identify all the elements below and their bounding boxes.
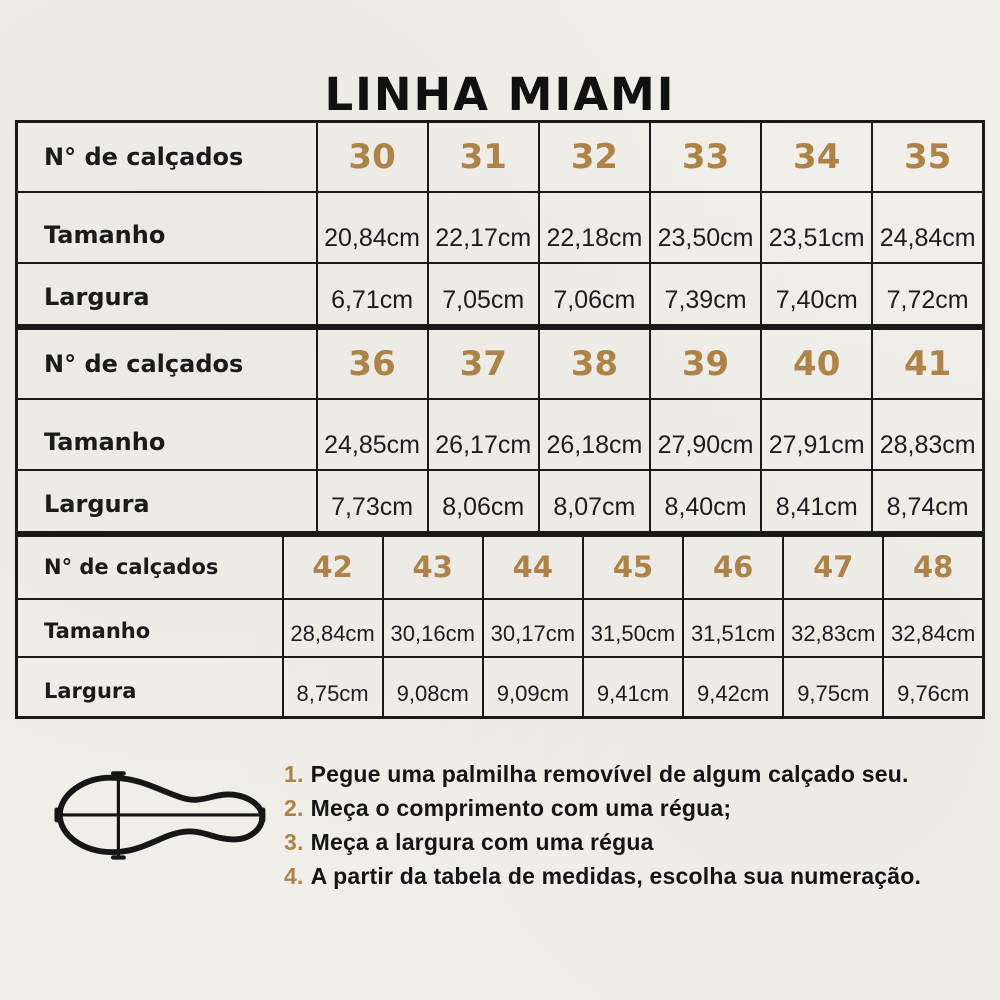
shoe-size-cell: 40: [760, 327, 874, 400]
shoe-size-cell: 34: [760, 120, 874, 193]
shoe-size-cell: 44: [481, 534, 584, 600]
largura-value-cell: 7,73cm: [315, 469, 429, 533]
shoe-size-cell: 43: [381, 534, 484, 600]
tamanho-value-cell: 31,51cm: [682, 598, 785, 658]
instruction-step-4: 4. A partir da tabela de medidas, escolha…: [284, 859, 921, 893]
table-row: Tamanho 24,85cm 26,17cm 26,18cm 27,90cm …: [15, 398, 985, 471]
largura-value-cell: 7,06cm: [537, 262, 651, 326]
tamanho-value-cell: 30,17cm: [481, 598, 584, 658]
shoe-size-cell: 32: [537, 120, 651, 193]
tamanho-value-cell: 23,51cm: [760, 191, 874, 264]
tamanho-value-cell: 26,18cm: [537, 398, 651, 471]
tamanho-label: Tamanho: [15, 191, 318, 264]
tamanho-value-cell: 28,84cm: [281, 598, 384, 658]
shoe-size-cell: 36: [315, 327, 429, 400]
table-row: N° de calçados 42 43 44 45 46 47 48: [15, 534, 985, 600]
largura-value-cell: 7,39cm: [648, 262, 763, 326]
shoe-size-cell: 41: [871, 327, 985, 400]
instruction-steps: 1. Pegue uma palmilha removível de algum …: [284, 753, 921, 893]
tamanho-value-cell: 31,50cm: [581, 598, 685, 658]
shoe-size-cell: 46: [682, 534, 785, 600]
largura-value-cell: 9,41cm: [581, 656, 685, 718]
tamanho-value-cell: 20,84cm: [315, 191, 429, 264]
tamanho-value-cell: 30,16cm: [381, 598, 484, 658]
largura-label: Largura: [15, 469, 318, 533]
tamanho-value-cell: 32,84cm: [882, 598, 985, 658]
largura-value-cell: 9,76cm: [882, 656, 985, 718]
step-text: Meça a largura com uma régua: [310, 828, 654, 855]
tamanho-value-cell: 26,17cm: [426, 398, 540, 471]
largura-value-cell: 8,74cm: [871, 469, 985, 533]
largura-value-cell: 7,40cm: [760, 262, 874, 326]
largura-value-cell: 8,07cm: [537, 469, 651, 533]
tamanho-value-cell: 22,17cm: [426, 191, 540, 264]
shoe-size-cell: 31: [426, 120, 540, 193]
tamanho-value-cell: 24,85cm: [315, 398, 429, 471]
shoe-number-label: N° de calçados: [15, 327, 318, 400]
tamanho-value-cell: 27,90cm: [648, 398, 763, 471]
shoe-size-cell: 38: [537, 327, 651, 400]
table-row: Tamanho 20,84cm 22,17cm 22,18cm 23,50cm …: [15, 191, 985, 264]
step-number: 2.: [284, 794, 304, 821]
largura-value-cell: 8,41cm: [760, 469, 874, 533]
instruction-step-3: 3. Meça a largura com uma régua: [284, 825, 921, 859]
largura-value-cell: 9,09cm: [481, 656, 584, 718]
page-title: LINHA MIAMI: [324, 68, 676, 121]
size-table-42-48: N° de calçados 42 43 44 45 46 47 48 Tama…: [15, 533, 985, 719]
shoe-size-cell: 30: [315, 120, 429, 193]
largura-value-cell: 9,08cm: [381, 656, 484, 718]
largura-value-cell: 8,75cm: [281, 656, 384, 718]
size-table-30-35: N° de calçados 30 31 32 33 34 35 Tamanho…: [15, 119, 985, 327]
step-text: A partir da tabela de medidas, escolha s…: [310, 862, 922, 889]
shoe-size-cell: 42: [281, 534, 384, 600]
size-table-36-41: N° de calçados 36 37 38 39 40 41 Tamanho…: [15, 326, 985, 534]
shoe-size-cell: 35: [871, 120, 985, 193]
shoe-size-cell: 45: [581, 534, 685, 600]
largura-value-cell: 8,06cm: [426, 469, 540, 533]
tamanho-value-cell: 22,18cm: [537, 191, 651, 264]
step-text: Meça o comprimento com uma régua;: [310, 794, 732, 821]
largura-value-cell: 7,05cm: [426, 262, 540, 326]
table-row: N° de calçados 30 31 32 33 34 35: [15, 120, 985, 193]
largura-value-cell: 7,72cm: [871, 262, 985, 326]
table-row: N° de calçados 36 37 38 39 40 41: [15, 327, 985, 400]
largura-label: Largura: [15, 656, 284, 718]
largura-value-cell: 8,40cm: [648, 469, 763, 533]
tamanho-label: Tamanho: [15, 598, 284, 658]
shoe-size-cell: 48: [882, 534, 985, 600]
table-row: Largura 6,71cm 7,05cm 7,06cm 7,39cm 7,40…: [15, 262, 985, 326]
step-number: 4.: [284, 862, 304, 889]
largura-value-cell: 6,71cm: [315, 262, 429, 326]
shoe-number-label: N° de calçados: [15, 534, 284, 600]
shoe-size-cell: 33: [648, 120, 763, 193]
tamanho-value-cell: 23,50cm: [648, 191, 763, 264]
shoe-number-label: N° de calçados: [15, 120, 318, 193]
table-row: Largura 8,75cm 9,08cm 9,09cm 9,41cm 9,42…: [15, 656, 985, 718]
tamanho-value-cell: 24,84cm: [871, 191, 985, 264]
step-number: 3.: [284, 828, 304, 855]
tamanho-value-cell: 27,91cm: [760, 398, 874, 471]
shoe-size-cell: 47: [782, 534, 885, 600]
instruction-step-2: 2. Meça o comprimento com uma régua;: [284, 791, 921, 825]
largura-value-cell: 9,75cm: [782, 656, 885, 718]
largura-label: Largura: [15, 262, 318, 326]
step-number: 1.: [284, 760, 304, 787]
step-text: Pegue uma palmilha removível de algum ca…: [310, 760, 909, 787]
insole-outline-icon: [52, 767, 270, 869]
tamanho-value-cell: 28,83cm: [871, 398, 985, 471]
shoe-size-cell: 37: [426, 327, 540, 400]
table-row: Largura 7,73cm 8,06cm 8,07cm 8,40cm 8,41…: [15, 469, 985, 533]
instruction-step-1: 1. Pegue uma palmilha removível de algum …: [284, 757, 921, 791]
table-row: Tamanho 28,84cm 30,16cm 30,17cm 31,50cm …: [15, 598, 985, 658]
tamanho-label: Tamanho: [15, 398, 318, 471]
shoe-size-cell: 39: [648, 327, 763, 400]
tamanho-value-cell: 32,83cm: [782, 598, 885, 658]
instructions-section: 1. Pegue uma palmilha removível de algum …: [52, 753, 970, 893]
largura-value-cell: 9,42cm: [682, 656, 785, 718]
